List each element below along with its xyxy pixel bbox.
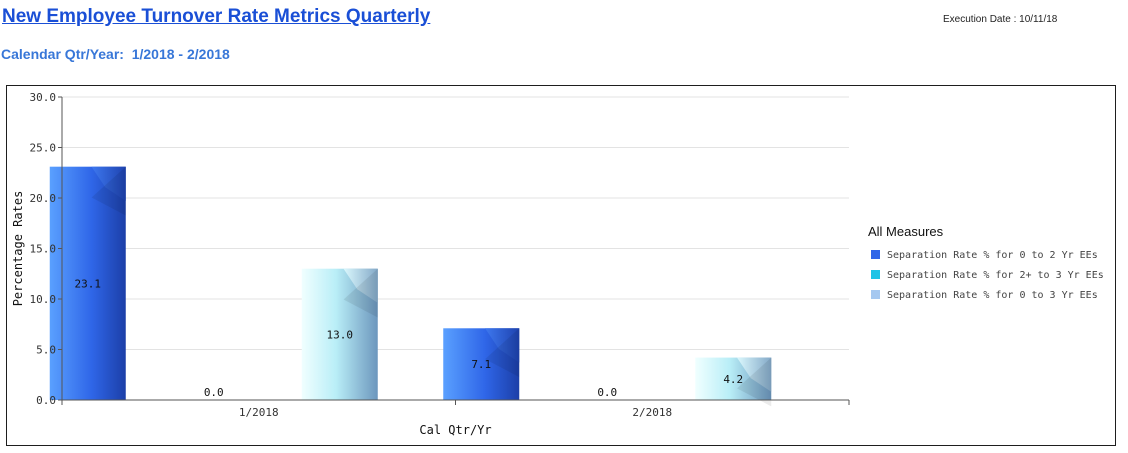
x-tick-label: 2/2018 (632, 406, 672, 419)
labels: 23.1 0.0 13.0 7.1 0.0 4.2 (75, 277, 744, 399)
legend-swatch (871, 290, 880, 299)
bar-shade (737, 357, 772, 407)
chart-frame: 0.0 5.0 10.0 15.0 20.0 25.0 30.0 1/2018 2/2018 Ca… (6, 85, 1116, 446)
bar-value-label: 4.2 (723, 373, 743, 386)
legend: All Measures Separation Rate % for 0 to 2… (868, 224, 1104, 301)
axes: 0.0 5.0 10.0 15.0 20.0 25.0 30.0 1/2018 2/2018 Ca… (11, 91, 850, 437)
y-tick-label: 5.0 (36, 344, 56, 357)
bar-value-label: 23.1 (75, 277, 102, 290)
bar-value-label: 13.0 (327, 328, 354, 341)
x-axis-title: Cal Qtr/Yr (419, 423, 491, 437)
legend-swatch (871, 250, 880, 259)
bar-bevel (343, 268, 378, 303)
y-tick-label: 0.0 (36, 394, 56, 407)
bar-value-label: 0.0 (597, 386, 617, 399)
bar-value-label: 7.1 (471, 358, 491, 371)
y-axis-title: Percentage Rates (11, 191, 25, 307)
bar-bevel (737, 357, 772, 392)
legend-title: All Measures (868, 224, 944, 239)
report-subtitle: Calendar Qtr/Year: 1/2018 - 2/2018 (1, 46, 230, 62)
x-tick-label: 1/2018 (239, 406, 279, 419)
execution-date: Execution Date : 10/11/18 (943, 14, 1057, 25)
bar-shade (485, 328, 520, 378)
legend-item-label: Separation Rate % for 0 to 2 Yr EEs (887, 250, 1098, 261)
bar-chart: 0.0 5.0 10.0 15.0 20.0 25.0 30.0 1/2018 2/2018 Ca… (11, 91, 1104, 437)
legend-swatch (871, 270, 880, 279)
y-tick-label: 20.0 (30, 192, 57, 205)
y-tick-label: 30.0 (30, 91, 57, 104)
execution-date-label: Execution Date : (943, 14, 1020, 25)
execution-date-value: 10/11/18 (1019, 14, 1058, 25)
bar-shade (343, 268, 378, 318)
bar-value-label: 0.0 (204, 386, 224, 399)
y-tick-label: 10.0 (30, 293, 57, 306)
gridlines (62, 96, 849, 350)
y-tick-label: 25.0 (30, 142, 57, 155)
bars (49, 166, 772, 407)
y-tick-label: 15.0 (30, 243, 57, 256)
legend-item-label: Separation Rate % for 0 to 3 Yr EEs (887, 290, 1098, 301)
bar-bevel (485, 328, 520, 363)
legend-item-label: Separation Rate % for 2+ to 3 Yr EEs (887, 270, 1104, 281)
bar-bevel (91, 166, 126, 201)
bar-shade (91, 166, 126, 216)
report-title[interactable]: New Employee Turnover Rate Metrics Quart… (2, 6, 431, 27)
